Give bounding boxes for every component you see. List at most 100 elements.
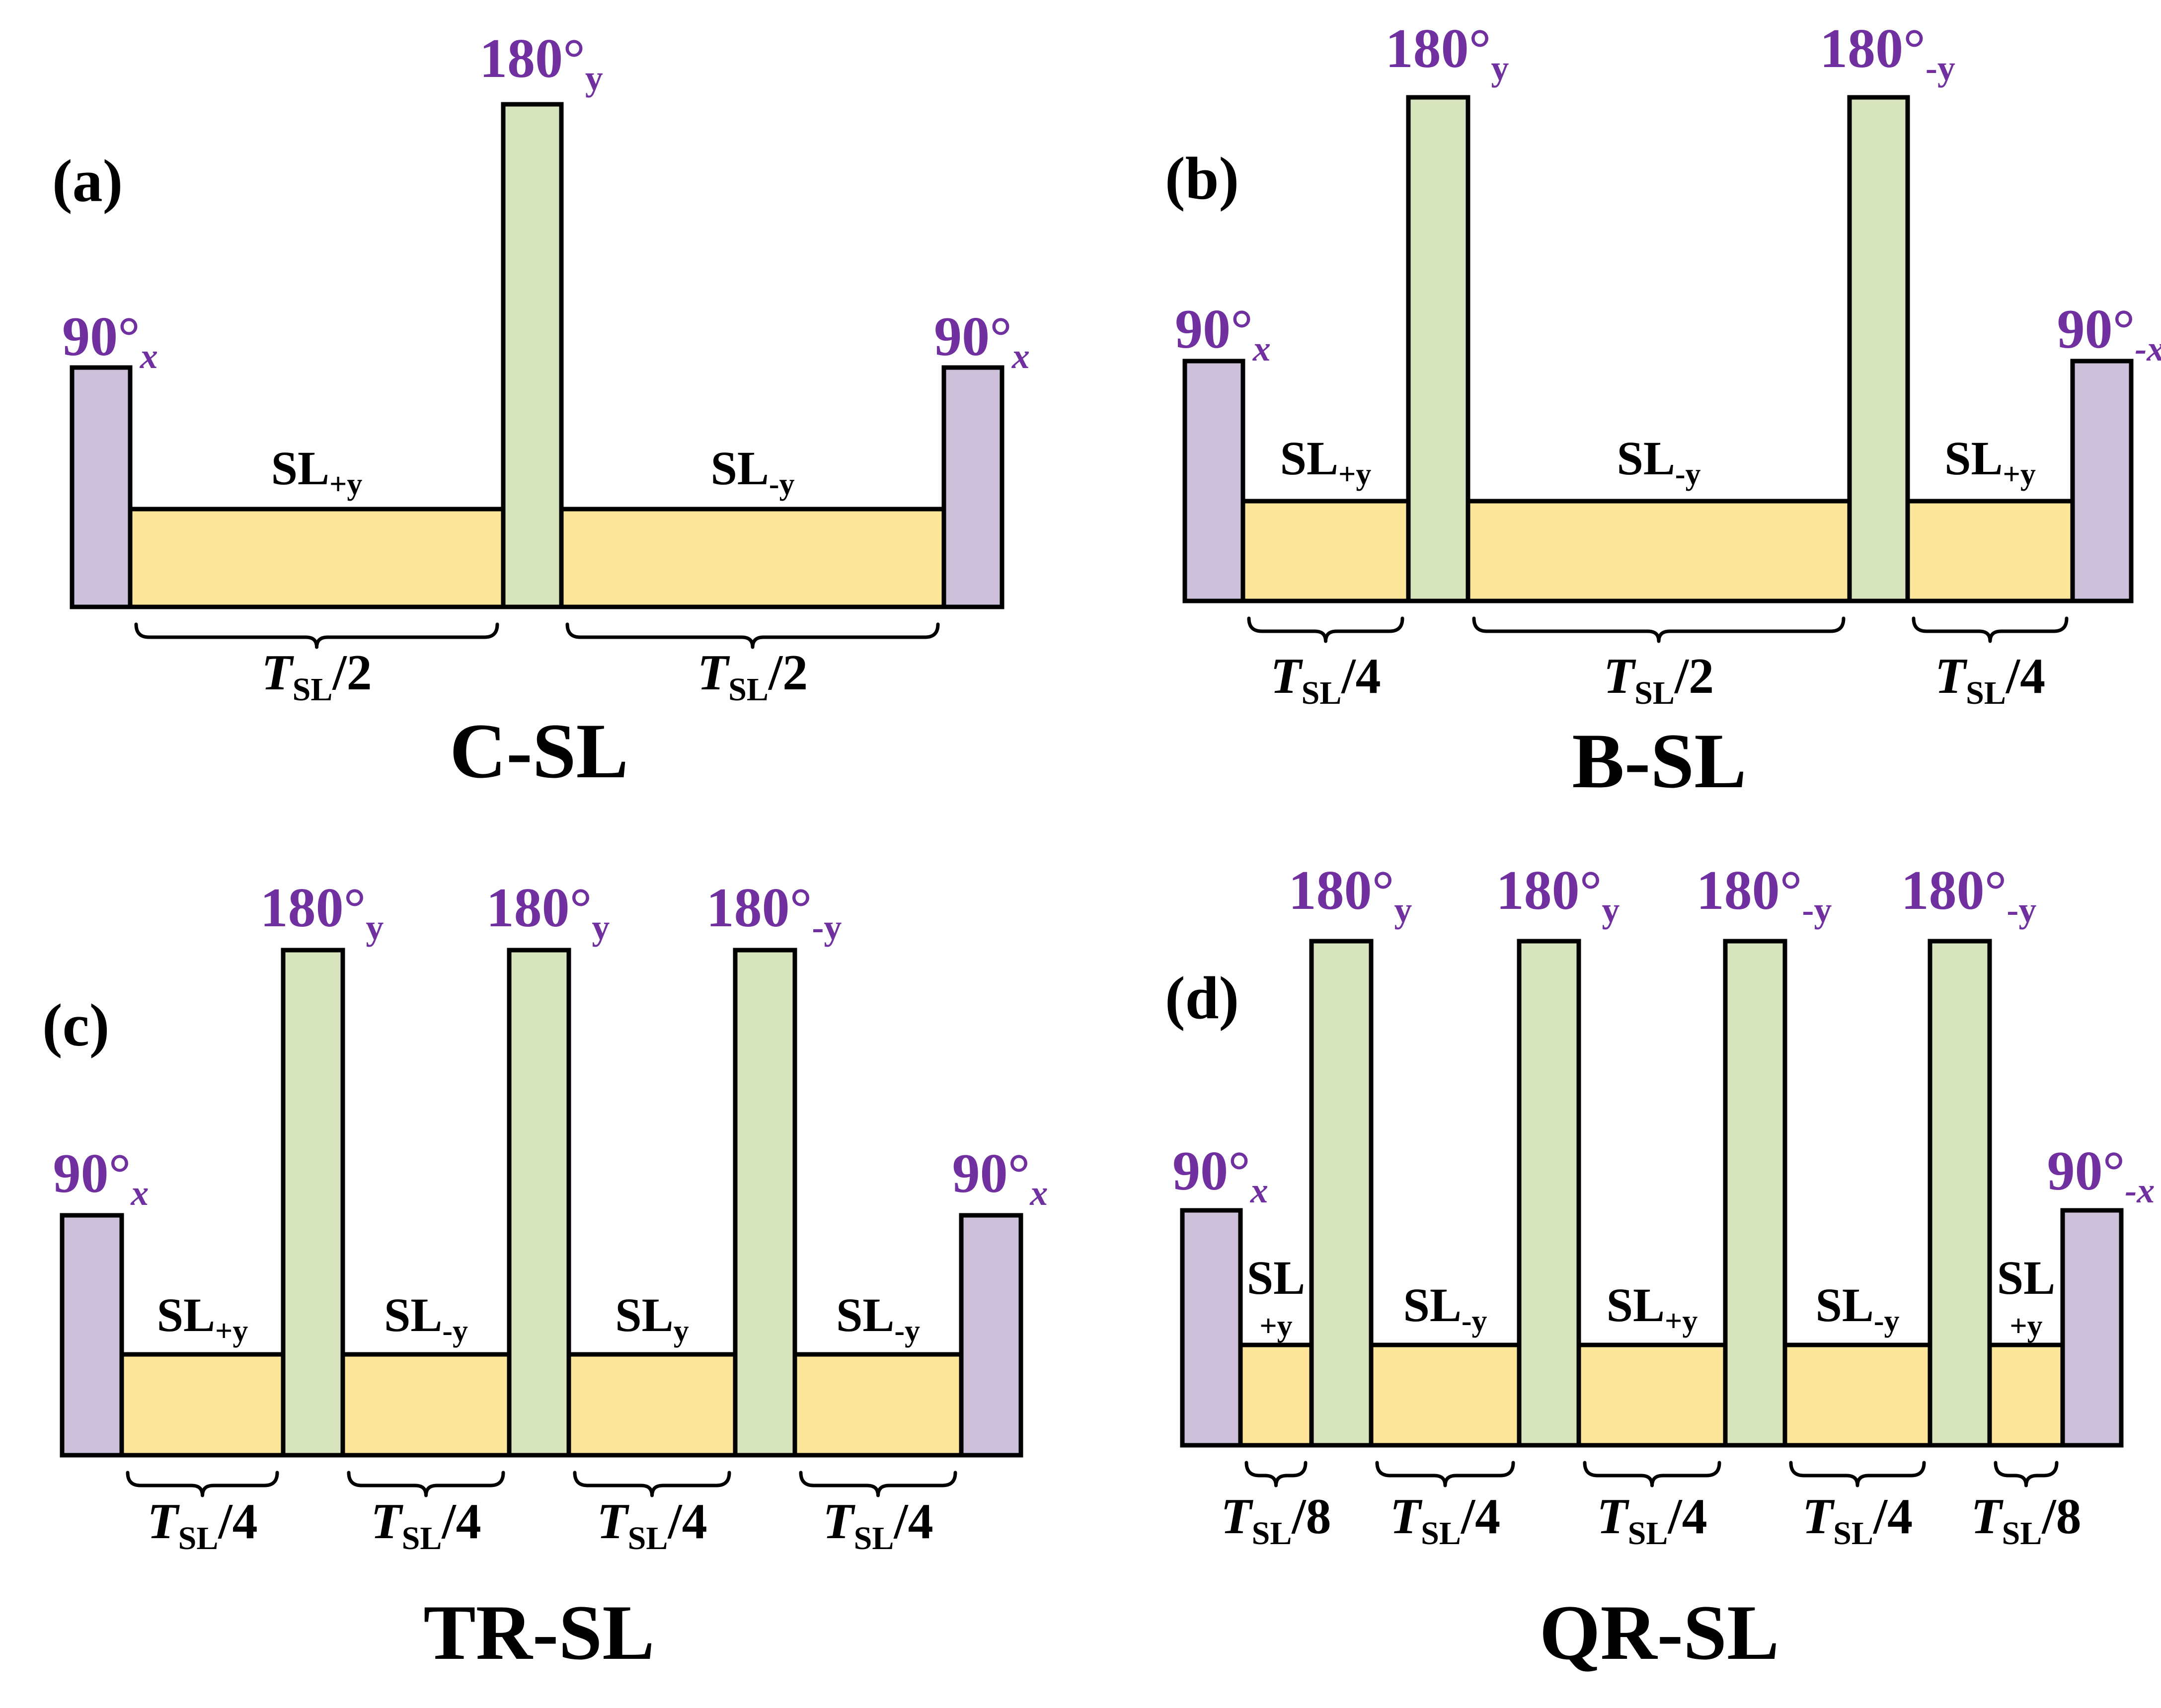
pulse-180-label: 180°y xyxy=(1496,860,1620,930)
pulse-180-label: 180°y xyxy=(1289,860,1412,930)
pulse-180-label: 180°y xyxy=(479,28,603,98)
duration-label: TSL/2 xyxy=(261,645,372,708)
duration-label: TSL/4 xyxy=(1802,1488,1913,1552)
panel-letter: (a) xyxy=(52,148,123,215)
pulse-180-label: 180°-y xyxy=(1820,18,1955,88)
pulse-90-block xyxy=(60,1213,124,1458)
spinlock-block xyxy=(340,1352,512,1458)
panel-a: SL+y SL-y 90°x 180°y 90°x TSL/2 TSL/2 (a) C-SL xyxy=(52,28,1030,795)
duration-label: TSL/2 xyxy=(1604,648,1714,711)
duration-brace xyxy=(134,622,499,649)
spinlock-label: SL+y xyxy=(1944,432,2036,491)
spinlock-block xyxy=(1987,1342,2065,1448)
spinlock-label: SL-y xyxy=(1617,432,1700,491)
pulse-90-label: 90°x xyxy=(1172,1140,1268,1210)
spinlock-label: SL-y xyxy=(710,442,794,501)
duration-brace xyxy=(799,1471,957,1497)
spinlock-block xyxy=(1369,1342,1522,1448)
pulse-180-block xyxy=(1723,939,1787,1448)
pulse-180-block xyxy=(1406,95,1470,603)
spinlock-label: SL-y xyxy=(384,1288,468,1348)
pulse-180-block xyxy=(1847,95,1910,603)
duration-label: TSL/8 xyxy=(1971,1488,2081,1552)
pulse-180-label: 180°-y xyxy=(1901,860,2037,930)
spinlock-label: SL-y xyxy=(1403,1278,1487,1338)
spinlock-block xyxy=(1466,499,1852,603)
pulse-90-label: 90°-x xyxy=(2047,1140,2155,1210)
pulse-180-block xyxy=(1309,939,1374,1448)
pulse-90-block xyxy=(2060,1208,2124,1448)
spinlock-block xyxy=(792,1352,964,1458)
panel-caption: C-SL xyxy=(450,708,628,795)
pulse-90-block xyxy=(959,1213,1023,1458)
duration-brace xyxy=(573,1471,731,1497)
spinlock-label: SLy xyxy=(615,1288,689,1348)
pulse-90-label: 90°x xyxy=(952,1143,1048,1213)
panel-letter: (d) xyxy=(1165,965,1239,1032)
duration-label: TSL/4 xyxy=(1935,648,2045,711)
pulse-90-label: 90°x xyxy=(934,306,1030,376)
duration-brace xyxy=(1912,616,2069,643)
pulse-90-block xyxy=(70,365,133,609)
duration-label: TSL/2 xyxy=(697,645,808,708)
pulse-180-label: 180°y xyxy=(486,877,610,947)
pulse-180-block xyxy=(1928,939,1992,1448)
duration-brace xyxy=(1994,1461,2059,1487)
panel-caption: B-SL xyxy=(1572,718,1746,805)
pulse-90-label: 90°-x xyxy=(2057,298,2161,369)
spinlock-block xyxy=(559,507,946,609)
spinlock-label-sub: +y xyxy=(1259,1309,1292,1343)
panel-caption: QR-SL xyxy=(1540,1589,1779,1676)
duration-label: TSL/4 xyxy=(371,1493,481,1557)
pulse-180-label: 180°y xyxy=(1386,18,1509,88)
spinlock-block xyxy=(119,1352,286,1458)
duration-brace xyxy=(1583,1461,1721,1487)
duration-brace xyxy=(565,622,940,649)
duration-brace xyxy=(1247,616,1404,643)
spinlock-block xyxy=(128,507,506,609)
spinlock-block xyxy=(1905,499,2075,603)
pulse-180-block xyxy=(1517,939,1581,1448)
pulse-180-block xyxy=(501,102,564,609)
pulse-90-label: 90°x xyxy=(53,1143,149,1213)
spinlock-label: SL+y xyxy=(1280,432,1372,491)
spinlock-label: SL xyxy=(1997,1251,2055,1304)
duration-brace xyxy=(1244,1461,1308,1487)
pulse-180-block xyxy=(733,948,797,1458)
duration-label: TSL/4 xyxy=(1390,1488,1500,1552)
pulse-180-label: 180°y xyxy=(260,877,384,947)
duration-brace xyxy=(1375,1461,1515,1487)
spinlock-label: SL xyxy=(1247,1251,1305,1304)
duration-brace xyxy=(1789,1461,1926,1487)
spinlock-label-sub: +y xyxy=(2009,1309,2042,1343)
panel-c: SL+y SL-y SLy SL-y 90°x 180°y 180°y 180°-y 90°x T… xyxy=(42,877,1048,1676)
spinlock-block xyxy=(1240,499,1411,603)
pulse-180-block xyxy=(281,948,345,1458)
duration-label: TSL/8 xyxy=(1221,1488,1331,1552)
pulse-90-label: 90°x xyxy=(62,306,158,376)
duration-brace xyxy=(347,1471,505,1497)
spinlock-block xyxy=(1238,1342,1314,1448)
panel-b: SL+y SL-y SL+y 90°x 180°y 180°-y 90°-x TSL/4 TSL… xyxy=(1165,18,2161,805)
pulse-180-label: 180°-y xyxy=(706,877,842,947)
pulse-90-label: 90°x xyxy=(1175,298,1271,369)
pulse-180-label: 180°-y xyxy=(1697,860,1832,930)
duration-brace xyxy=(1472,616,1846,643)
spinlock-label: SL+y xyxy=(1607,1278,1698,1338)
spinlock-block xyxy=(1576,1342,1728,1448)
panel-letter: (b) xyxy=(1165,145,1239,212)
spinlock-label: SL-y xyxy=(836,1288,920,1348)
panel-letter: (c) xyxy=(42,992,109,1059)
pulse-90-block xyxy=(2070,359,2134,603)
duration-label: TSL/4 xyxy=(1597,1488,1707,1552)
pulse-90-block xyxy=(1182,359,1245,603)
pulse-90-block xyxy=(941,365,1004,609)
duration-brace xyxy=(126,1471,279,1497)
spinlock-label: SL+y xyxy=(271,442,363,501)
spinlock-label: SL-y xyxy=(1815,1278,1899,1338)
panel-caption: TR-SL xyxy=(423,1589,654,1676)
pulse-180-block xyxy=(507,948,571,1458)
duration-label: TSL/4 xyxy=(1270,648,1381,711)
duration-label: TSL/4 xyxy=(147,1493,257,1557)
